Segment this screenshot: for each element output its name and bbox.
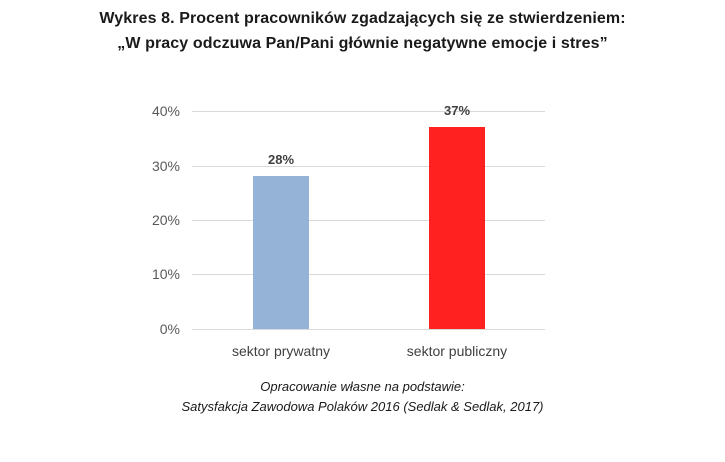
chart-title-line-2: „W pracy odczuwa Pan/Pani głównie negaty…	[117, 35, 608, 52]
y-tick-10: 10%	[151, 266, 180, 282]
y-tick-0: 0%	[159, 321, 180, 337]
y-tick-30: 30%	[151, 158, 180, 174]
bar-sektor-prywatny	[253, 176, 309, 329]
data-label-sektor-prywatny: 28%	[267, 152, 295, 168]
gridline-40	[192, 111, 545, 112]
source-line-1: Opracowanie własne na podstawie:	[260, 379, 465, 394]
gridline-10	[192, 274, 545, 275]
x-tick-sektor-publiczny: sektor publiczny	[406, 343, 508, 359]
axis-baseline	[192, 329, 545, 330]
y-tick-20: 20%	[151, 212, 180, 228]
x-tick-sektor-prywatny: sektor prywatny	[231, 343, 331, 359]
bar-sektor-publiczny	[429, 127, 485, 329]
data-label-sektor-publiczny: 37%	[443, 103, 471, 119]
chart-title-line-1: Wykres 8. Procent pracowników zgadzający…	[99, 10, 626, 27]
gridline-20	[192, 220, 545, 221]
y-tick-40: 40%	[151, 103, 180, 119]
source-line-2: Satysfakcja Zawodowa Polaków 2016 (Sedla…	[181, 399, 544, 414]
gridline-30	[192, 166, 545, 167]
